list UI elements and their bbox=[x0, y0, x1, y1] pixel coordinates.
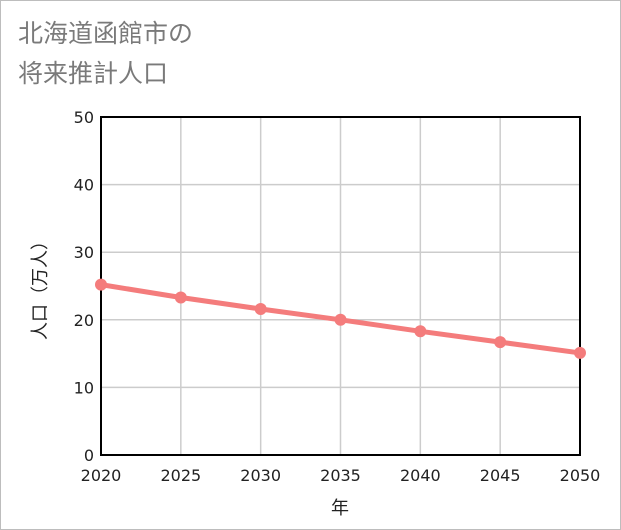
data-point-2035 bbox=[334, 313, 347, 326]
x-tick-label-2035: 2035 bbox=[320, 466, 361, 485]
x-axis-label: 年 bbox=[331, 498, 349, 519]
y-tick-label-10: 10 bbox=[74, 378, 94, 397]
data-point-2045 bbox=[494, 336, 507, 349]
x-tick-label-2040: 2040 bbox=[400, 466, 441, 485]
series-group bbox=[95, 278, 586, 359]
data-point-2050 bbox=[574, 346, 586, 359]
data-point-2030 bbox=[254, 302, 267, 315]
data-point-2020 bbox=[95, 278, 107, 291]
y-tick-label-50: 50 bbox=[74, 108, 94, 127]
y-tick-label-30: 30 bbox=[74, 243, 94, 262]
chart-title-line-2: 将来推計人口 bbox=[18, 59, 169, 88]
x-tick-label-2025: 2025 bbox=[160, 466, 201, 485]
y-tick-label-0: 0 bbox=[84, 446, 94, 465]
y-tick-labels: 0 10 20 30 40 50 bbox=[74, 108, 94, 465]
x-tick-label-2050: 2050 bbox=[560, 466, 601, 485]
x-tick-label-2045: 2045 bbox=[480, 466, 521, 485]
x-tick-label-2020: 2020 bbox=[81, 466, 122, 485]
x-tick-labels: 2020 2025 2030 2035 2040 2045 2050 bbox=[81, 466, 601, 485]
grid-lines bbox=[100, 116, 581, 456]
y-tick-label-20: 20 bbox=[74, 311, 94, 330]
data-point-2025 bbox=[174, 291, 187, 304]
y-axis-label: 人口（万人） bbox=[30, 232, 51, 340]
chart-title-line-1: 北海道函館市の bbox=[18, 19, 194, 48]
data-point-2040 bbox=[414, 325, 427, 338]
y-tick-label-40: 40 bbox=[74, 176, 94, 195]
x-tick-label-2030: 2030 bbox=[240, 466, 281, 485]
chart-title: 北海道函館市の 将来推計人口 bbox=[18, 14, 418, 94]
